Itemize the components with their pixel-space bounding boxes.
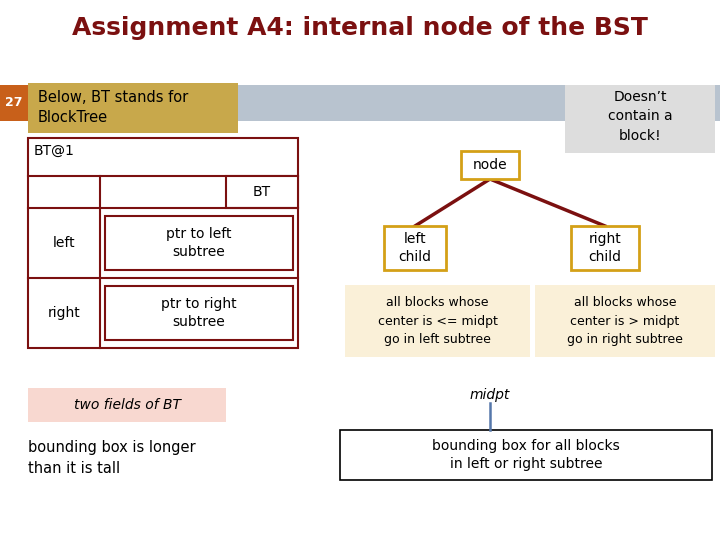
Text: BT@1: BT@1 bbox=[34, 144, 75, 158]
Text: node: node bbox=[473, 158, 508, 172]
Text: ptr to left
subtree: ptr to left subtree bbox=[166, 227, 232, 259]
Text: left
child: left child bbox=[398, 232, 431, 264]
Bar bbox=[28, 138, 298, 348]
Text: BT: BT bbox=[253, 185, 271, 199]
Text: all blocks whose
center is <= midpt
go in left subtree: all blocks whose center is <= midpt go i… bbox=[377, 296, 498, 346]
Text: left: left bbox=[53, 236, 76, 250]
Bar bbox=[345, 285, 530, 357]
Text: bounding box for all blocks
in left or right subtree: bounding box for all blocks in left or r… bbox=[432, 439, 620, 471]
Text: two fields of BT: two fields of BT bbox=[73, 398, 181, 412]
Bar bbox=[461, 151, 519, 179]
Bar bbox=[28, 388, 226, 422]
Bar bbox=[340, 430, 712, 480]
Text: right: right bbox=[48, 306, 81, 320]
Bar bbox=[226, 176, 298, 208]
Bar bbox=[0, 85, 28, 121]
Text: all blocks whose
center is > midpt
go in right subtree: all blocks whose center is > midpt go in… bbox=[567, 296, 683, 346]
Text: right
child: right child bbox=[588, 232, 621, 264]
Text: bounding box is longer
than it is tall: bounding box is longer than it is tall bbox=[28, 440, 196, 476]
Bar bbox=[535, 285, 715, 357]
Bar bbox=[105, 286, 293, 340]
Bar bbox=[384, 226, 446, 270]
Text: Below, BT stands for
BlockTree: Below, BT stands for BlockTree bbox=[38, 90, 188, 125]
Bar bbox=[105, 216, 293, 270]
Text: Doesn’t
contain a
block!: Doesn’t contain a block! bbox=[608, 90, 672, 143]
Text: Assignment A4: internal node of the BST: Assignment A4: internal node of the BST bbox=[72, 16, 648, 40]
Bar bbox=[565, 85, 715, 153]
Text: ptr to right
subtree: ptr to right subtree bbox=[161, 297, 237, 329]
Bar bbox=[0, 85, 720, 121]
Text: midpt: midpt bbox=[470, 388, 510, 402]
Bar bbox=[28, 83, 238, 133]
Bar bbox=[571, 226, 639, 270]
Text: 27: 27 bbox=[5, 97, 23, 110]
